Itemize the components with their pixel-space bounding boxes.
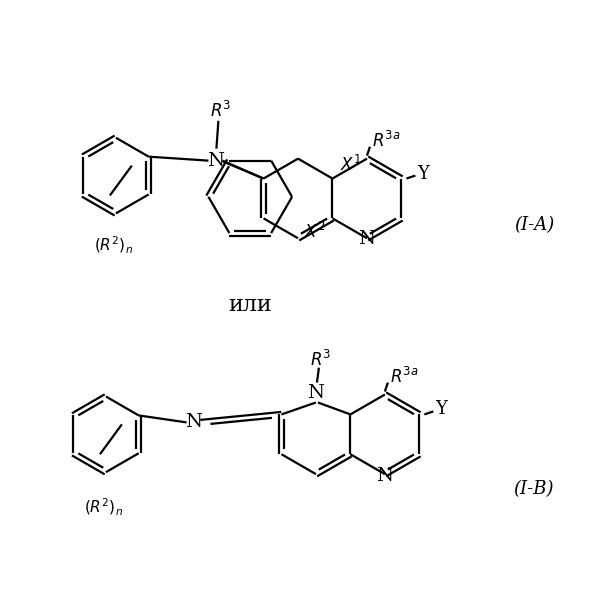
Text: $R^{3a}$: $R^{3a}$ — [372, 131, 400, 151]
Text: $(R^2)_n$: $(R^2)_n$ — [84, 497, 123, 518]
Text: $X^2$: $X^2$ — [304, 222, 326, 242]
Text: $R^{3a}$: $R^{3a}$ — [390, 366, 419, 386]
Text: N: N — [359, 230, 376, 248]
Text: $R^3$: $R^3$ — [310, 350, 332, 370]
Text: N: N — [307, 383, 324, 402]
Text: (I-A): (I-A) — [514, 216, 554, 234]
Text: N: N — [207, 151, 224, 170]
Text: $(R^2)_n$: $(R^2)_n$ — [94, 234, 133, 256]
Text: N: N — [185, 413, 202, 431]
Text: Y: Y — [417, 164, 429, 183]
Text: (I-B): (I-B) — [513, 480, 554, 498]
Text: N: N — [376, 467, 393, 485]
Text: $R^3$: $R^3$ — [210, 101, 231, 121]
Text: $X^1$: $X^1$ — [339, 154, 361, 175]
Text: или: или — [228, 294, 272, 316]
Text: Y: Y — [435, 401, 447, 418]
